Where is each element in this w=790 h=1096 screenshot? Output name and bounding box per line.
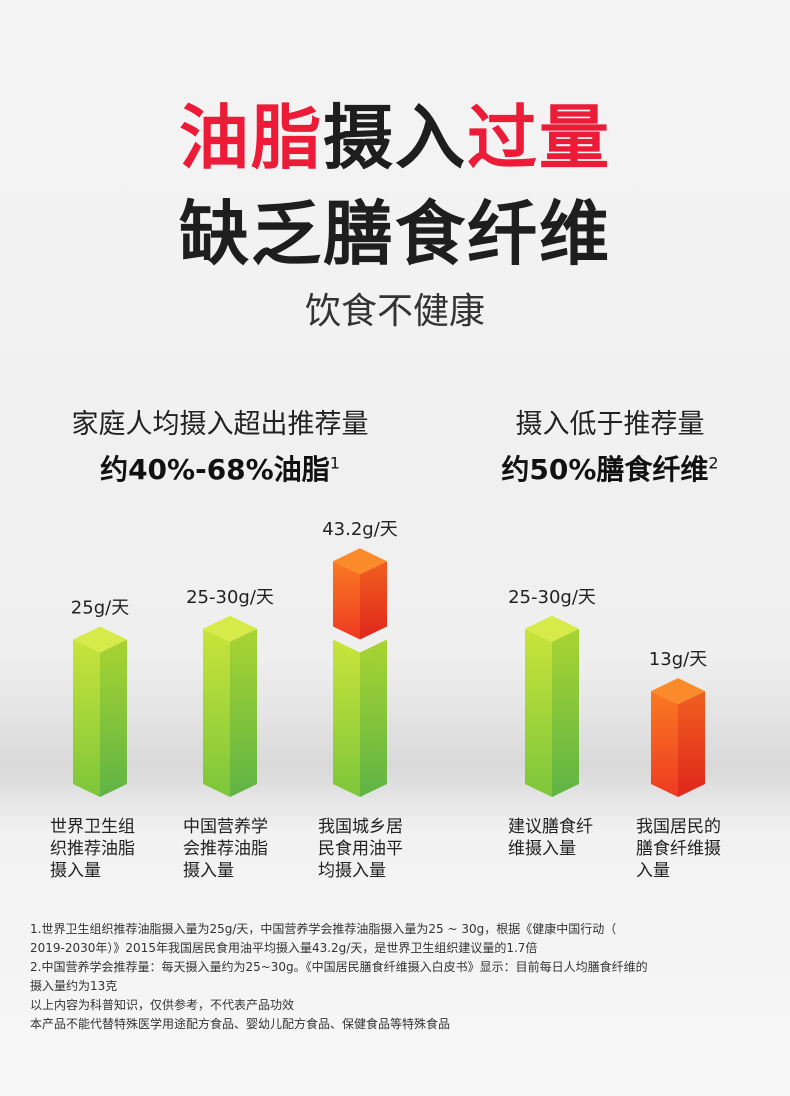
bar-caption: 世界卫生组 织推荐油脂 摄入量 <box>50 817 135 881</box>
right-footnote-mark: 2 <box>708 453 719 473</box>
bar-3-front-face <box>525 628 552 797</box>
right-stat-text: 约50%膳食纤维 <box>501 453 709 486</box>
headline-oil: 油脂 <box>179 97 323 179</box>
left-footnote-mark: 1 <box>329 453 340 473</box>
bar-caption: 我国城乡居 民食用油平 均摄入量 <box>318 817 403 881</box>
headline-excess: 过量 <box>467 97 611 179</box>
bar-0-top-face <box>73 626 127 653</box>
left-stat: 约40%-68%油脂1 <box>40 448 400 488</box>
bar-4-front-face <box>651 691 678 797</box>
subtitle: 饮食不健康 <box>304 291 485 332</box>
data-label: 25-30g/天 <box>186 587 274 608</box>
bar-2-excess-top-face <box>333 548 387 575</box>
bar-3-top-face <box>525 615 579 642</box>
bar-2-front-face <box>333 639 360 797</box>
bar-1-side-face <box>230 628 257 797</box>
bar-4-top-face <box>651 678 705 705</box>
bar-4-side-face <box>678 691 705 797</box>
bar-caption: 建议膳食纤 维摄入量 <box>508 817 593 859</box>
bar-1-front-face <box>203 628 230 797</box>
bar-caption: 中国营养学 会推荐油脂 摄入量 <box>183 817 268 881</box>
footnotes: 1.世界卫生组织推荐油脂摄入量为25g/天，中国营养学会推荐油脂摄入量为25 ~… <box>30 920 770 1034</box>
left-heading: 家庭人均摄入超出推荐量 <box>71 409 369 440</box>
bar-2-excess-side-face <box>360 561 387 640</box>
data-label: 25-30g/天 <box>508 587 596 608</box>
footnote-line: 1.世界卫生组织推荐油脂摄入量为25g/天，中国营养学会推荐油脂摄入量为25 ~… <box>30 922 617 936</box>
headline-intake: 摄入 <box>323 97 467 179</box>
right-heading: 摄入低于推荐量 <box>515 409 705 440</box>
footnote-line: 本产品不能代替特殊医学用途配方食品、婴幼儿配方食品、保健食品等特殊食品 <box>30 1017 451 1031</box>
bar-2-side-face <box>360 639 387 797</box>
footnote-line: 2019-2030年）》2015年我国居民食用油平均摄入量43.2g/天，是世界… <box>30 941 538 955</box>
right-stat: 约50%膳食纤维2 <box>440 448 780 488</box>
bar-0-side-face <box>100 639 127 797</box>
bar-chart: 25g/天 25-30g/天 43.2g/天 25-30g/天 13g/天 <box>71 519 707 797</box>
headline-line2: 缺乏膳食纤维 <box>179 193 611 275</box>
data-label: 43.2g/天 <box>322 519 398 540</box>
footnote-line: 以上内容为科普知识，仅供参考，不代表产品功效 <box>30 998 295 1012</box>
bar-0-front-face <box>73 639 100 797</box>
data-label: 13g/天 <box>649 649 707 670</box>
footnote-line: 摄入量约为13克 <box>30 979 118 993</box>
footnote-line: 2.中国营养学会推荐量：每天摄入量约为25~30g。《中国居民膳食纤维摄入白皮书… <box>30 960 648 974</box>
bar-caption: 我国居民的 膳食纤维摄 入量 <box>636 817 721 881</box>
bar-2-excess-front-face <box>333 561 360 640</box>
bar-3-side-face <box>552 628 579 797</box>
bar-1-top-face <box>203 615 257 642</box>
headline-line1: 油脂摄入过量 <box>0 82 790 183</box>
left-stat-text: 约40%-68%油脂 <box>100 453 330 486</box>
data-label: 25g/天 <box>71 598 129 619</box>
